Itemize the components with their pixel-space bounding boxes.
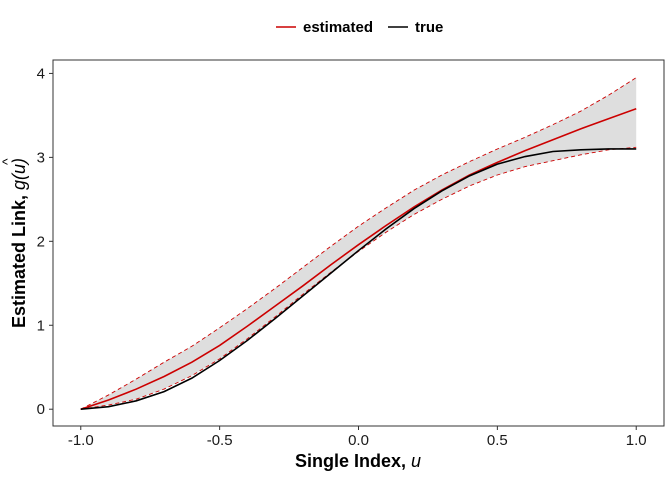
x-tick-label: -0.5: [207, 432, 233, 449]
plot-area: [80, 77, 637, 411]
y-axis-title-hat: ^: [0, 158, 15, 165]
y-axis-title: Estimated Link, g(u): [9, 158, 29, 328]
x-tick-label: 0.5: [487, 432, 508, 449]
y-tick-label: 3: [37, 149, 45, 166]
legend-label-estimated: estimated: [303, 19, 373, 36]
y-axis: 0 1 2 3 4: [37, 65, 53, 418]
y-tick-label: 4: [37, 65, 45, 82]
series-line-estimated: [80, 107, 637, 410]
legend: estimated true: [276, 19, 443, 36]
x-tick-label: 0.0: [348, 432, 369, 449]
series-line-true: [80, 148, 637, 411]
y-tick-label: 2: [37, 233, 45, 250]
confidence-band: [80, 77, 637, 410]
y-tick-label: 1: [37, 317, 45, 334]
x-tick-label: -1.0: [68, 432, 94, 449]
x-tick-label: 1.0: [626, 432, 647, 449]
legend-label-true: true: [415, 19, 443, 36]
y-axis-title-group: Estimated Link, g(u) ^: [0, 158, 29, 328]
x-axis: -1.0 -0.5 0.0 0.5 1.0: [68, 426, 647, 449]
band-upper-line: [80, 77, 637, 410]
y-tick-label: 0: [37, 401, 45, 418]
x-axis-title: Single Index, u: [295, 451, 421, 471]
